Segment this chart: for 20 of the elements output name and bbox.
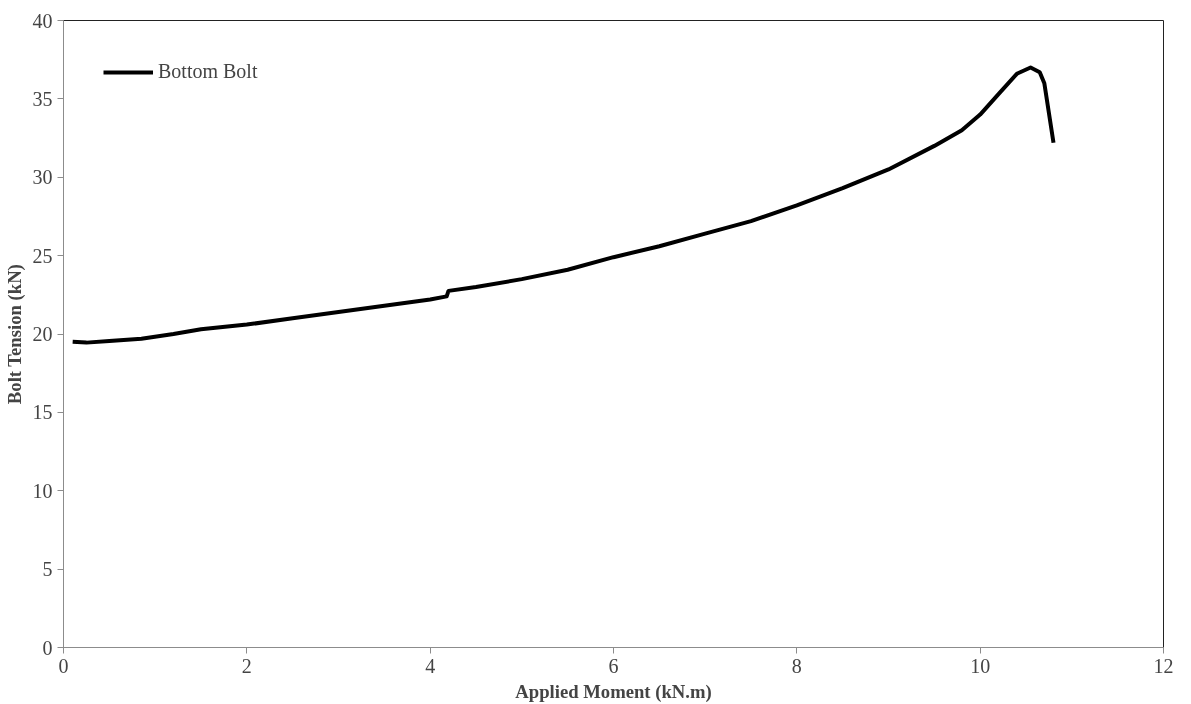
x-tick-label: 2: [241, 654, 252, 677]
x-tick-label: 12: [1153, 654, 1174, 677]
y-tick-label: 30: [32, 166, 53, 189]
x-tick-label: 0: [58, 654, 69, 677]
y-tick-label: 0: [42, 636, 53, 659]
y-tick-label: 40: [32, 9, 53, 32]
y-tick-label: 25: [32, 244, 53, 267]
x-tick-label: 4: [425, 654, 436, 677]
x-tick-label: 8: [791, 654, 802, 677]
line-series: [70, 65, 1056, 345]
y-tick-label: 35: [32, 87, 53, 110]
y-tick-label: 15: [32, 401, 53, 424]
y-axis-title: Bolt Tension (kN): [3, 264, 26, 405]
x-tick-label: 10: [970, 654, 991, 677]
x-axis-title: Applied Moment (kN.m): [515, 680, 712, 703]
y-tick-label: 5: [42, 558, 53, 581]
y-tick-label: 10: [32, 479, 53, 502]
y-tick-label: 20: [32, 323, 53, 345]
x-tick-label: 6: [608, 654, 619, 677]
legend-label: Bottom Bolt: [158, 60, 258, 83]
